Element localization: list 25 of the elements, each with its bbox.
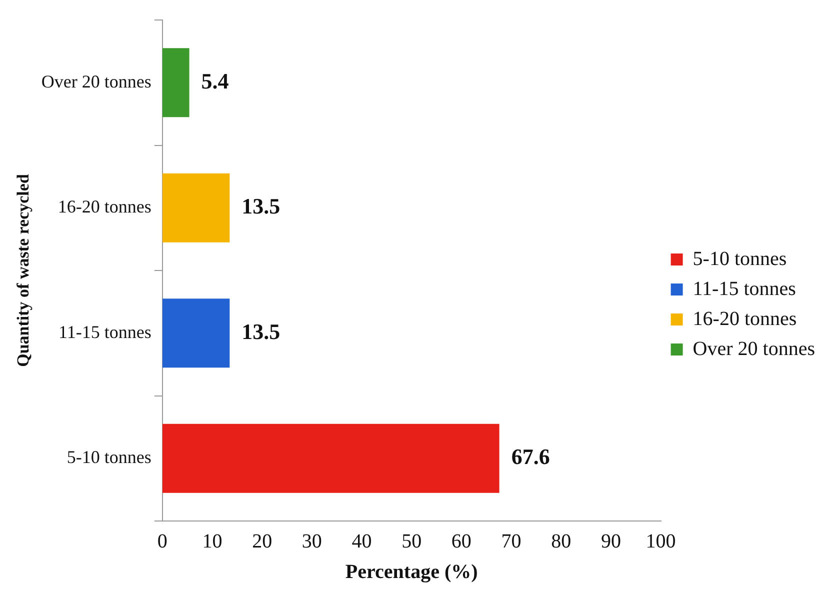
x-tick-label: 0 (157, 530, 168, 552)
data-label: 5.4 (201, 68, 229, 94)
y-axis-title: Quantity of waste recycled (14, 174, 33, 367)
x-tick-label: 60 (451, 530, 472, 552)
data-label: 67.6 (511, 444, 550, 470)
x-tick-label: 10 (202, 530, 222, 552)
legend-label: 5-10 tonnes (692, 248, 787, 270)
legend-label: 11-15 tonnes (692, 278, 796, 300)
x-tick-label: 70 (501, 530, 522, 552)
x-tick-label: 20 (252, 530, 272, 552)
data-label: 13.5 (242, 194, 280, 219)
x-tick-label: 30 (302, 530, 322, 552)
y-tick-label: 5-10 tonnes (66, 447, 152, 468)
x-tick-label: 50 (402, 530, 422, 552)
x-tick-label: 40 (352, 530, 372, 552)
legend-label: Over 20 tonnes (692, 338, 816, 360)
x-axis-title: Percentage (%) (345, 561, 478, 584)
x-tick-label: 80 (551, 530, 572, 552)
legend-label: 16-20 tonnes (692, 308, 797, 330)
x-tick-label: 90 (600, 530, 621, 552)
data-label: 13.5 (242, 318, 280, 344)
y-tick-label: Over 20 tonnes (41, 71, 152, 92)
y-tick-label: 16-20 tonnes (58, 196, 152, 217)
y-tick-label: 11-15 tonnes (58, 322, 152, 342)
x-tick-label: 100 (646, 530, 676, 552)
